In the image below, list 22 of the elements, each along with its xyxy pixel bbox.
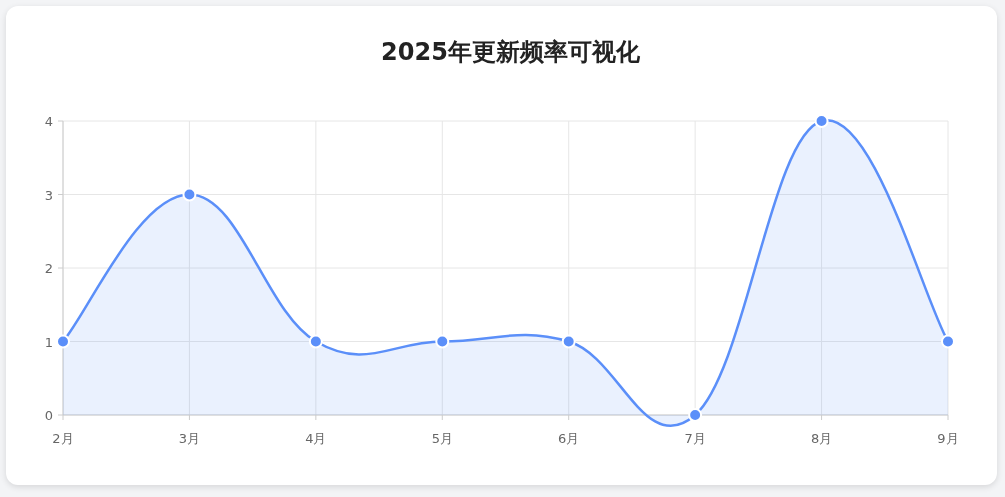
point	[308, 334, 323, 349]
x-tick-label: 6月	[558, 431, 580, 446]
point	[688, 408, 703, 422]
y-tick-label: 2	[44, 261, 53, 276]
y-tick-label: 0	[44, 408, 53, 423]
point	[941, 334, 955, 349]
point	[182, 187, 197, 202]
x-tick-label: 5月	[431, 431, 453, 446]
x-tick-label: 2月	[52, 431, 74, 446]
x-tick-label: 9月	[937, 431, 959, 446]
chart-title: 2025年更新频率可视化	[381, 38, 641, 66]
point	[56, 334, 70, 349]
x-tick-label: 4月	[305, 431, 327, 446]
x-tick-label: 3月	[178, 431, 201, 446]
y-tick-label: 4	[44, 114, 53, 129]
x-tick-label: 7月	[684, 431, 706, 446]
x-tick-label: 8月	[810, 431, 833, 446]
y-tick-label: 3	[44, 187, 53, 203]
y-tick-label: 1	[44, 334, 53, 350]
point	[561, 334, 576, 349]
point	[435, 334, 450, 349]
point	[814, 114, 829, 128]
